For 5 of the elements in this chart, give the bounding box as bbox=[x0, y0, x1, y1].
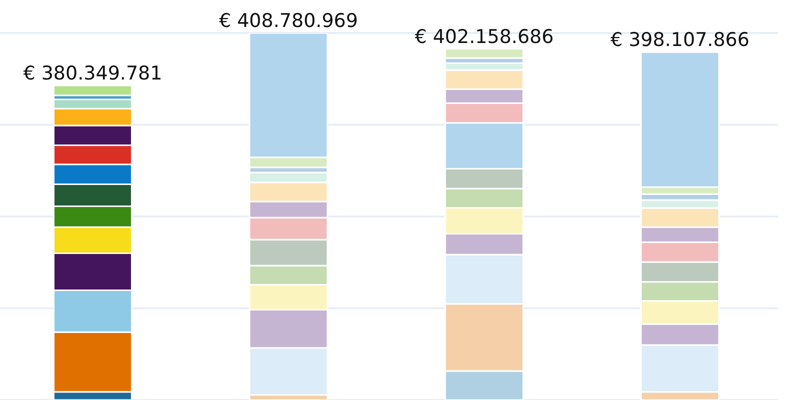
text: € 408.780.969 bbox=[218, 10, 358, 32]
annotation: € 380.349.781 bbox=[23, 62, 162, 84]
bar bbox=[52, 84, 132, 96]
annotation: € 402.158.686 bbox=[414, 26, 554, 48]
annotation: € 398.107.866 bbox=[610, 29, 750, 52]
